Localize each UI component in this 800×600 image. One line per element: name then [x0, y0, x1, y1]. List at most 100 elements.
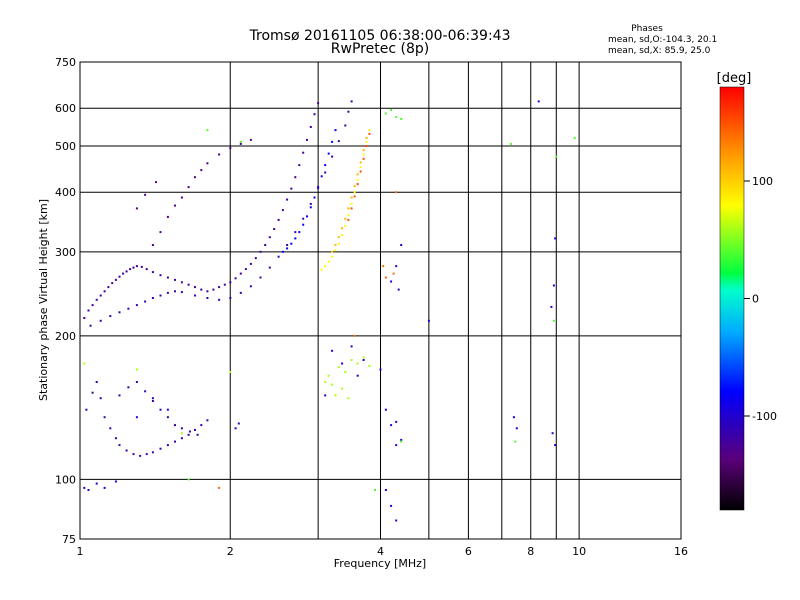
data-point: [237, 422, 240, 425]
x-tick-label: 4: [377, 545, 384, 558]
x-tick-label: 16: [674, 545, 688, 558]
data-point: [537, 100, 540, 103]
data-point: [368, 132, 371, 135]
data-point: [187, 478, 190, 481]
data-point: [320, 268, 323, 271]
data-point: [187, 186, 190, 189]
data-point: [395, 191, 398, 194]
data-point: [362, 153, 365, 156]
data-point: [83, 362, 86, 365]
data-point: [125, 270, 128, 273]
data-point: [277, 218, 280, 221]
data-point: [174, 278, 176, 281]
data-point: [144, 193, 147, 196]
data-point: [337, 236, 340, 239]
data-point: [180, 281, 183, 284]
data-point: [174, 290, 176, 293]
data-point: [362, 149, 365, 152]
data-point: [555, 155, 558, 158]
phases-o-stats: mean, sd,O:-104.3, 20.1: [608, 35, 717, 45]
y-axis-ticks: 75 100 200 300 400 500 600 750: [55, 56, 76, 546]
data-point: [212, 288, 215, 291]
data-point: [254, 257, 257, 260]
data-point: [223, 283, 226, 286]
data-point: [244, 268, 247, 271]
data-point: [200, 288, 203, 291]
data-point: [259, 276, 262, 279]
y-tick-label: 200: [55, 330, 76, 343]
data-point: [324, 381, 327, 383]
data-point: [390, 504, 393, 507]
data-point: [344, 217, 347, 220]
data-point: [194, 294, 196, 297]
data-point: [145, 453, 148, 456]
data-point: [114, 437, 117, 440]
data-point: [99, 397, 102, 400]
data-point: [341, 362, 344, 365]
data-point: [109, 427, 112, 430]
x-tick-label: 2: [227, 545, 234, 558]
data-point: [268, 236, 271, 239]
data-point: [249, 285, 252, 288]
data-point: [290, 187, 293, 190]
data-point: [151, 244, 154, 246]
data-point: [135, 416, 138, 419]
x-tick-label: 8: [527, 545, 534, 558]
data-point: [111, 282, 114, 285]
data-point: [362, 356, 365, 359]
data-point: [395, 420, 398, 423]
data-point: [159, 231, 162, 234]
data-point: [249, 138, 252, 141]
data-point: [151, 400, 154, 402]
data-point: [166, 276, 169, 279]
plot-frame: [79, 61, 682, 540]
data-point: [350, 345, 353, 348]
data-point: [384, 408, 387, 411]
data-point: [151, 451, 154, 454]
data-point: [356, 173, 359, 176]
x-axis-label: Frequency [MHz]: [334, 557, 426, 570]
data-point: [306, 215, 308, 218]
data-point: [390, 424, 393, 427]
data-point: [344, 124, 347, 127]
data-point: [353, 195, 356, 198]
data-point: [302, 151, 305, 154]
data-point: [87, 489, 90, 491]
data-point: [229, 370, 232, 373]
data-point: [395, 116, 398, 118]
data-point: [395, 519, 398, 522]
data-point: [554, 444, 557, 447]
colorbar-label: [deg]: [717, 71, 752, 86]
data-point: [144, 390, 147, 393]
data-point: [362, 359, 365, 361]
data-point: [127, 307, 130, 310]
data-point: [309, 126, 312, 128]
data-point: [551, 432, 554, 435]
data-point: [129, 268, 132, 271]
data-point: [166, 291, 169, 294]
data-point: [313, 113, 316, 116]
data-point: [395, 444, 398, 447]
data-point: [390, 109, 393, 111]
data-point: [99, 319, 102, 322]
data-point: [114, 480, 117, 483]
data-point: [327, 260, 330, 263]
data-point: [218, 298, 221, 301]
data-point: [347, 397, 350, 400]
data-point: [218, 286, 221, 289]
data-point: [239, 140, 242, 143]
y-tick-label: 75: [62, 533, 76, 546]
data-point: [324, 265, 327, 268]
data-point: [317, 186, 320, 189]
colorbar: [719, 86, 745, 511]
data-point: [180, 432, 183, 435]
data-point: [206, 297, 209, 299]
data-point: [159, 274, 162, 277]
data-point: [132, 266, 135, 269]
data-point: [229, 281, 232, 284]
data-point: [350, 359, 353, 361]
data-point: [174, 424, 176, 427]
data-point: [294, 231, 297, 234]
phases-x-stats: mean, sd,X: 85.9, 25.0: [608, 46, 711, 56]
data-point: [174, 204, 176, 207]
